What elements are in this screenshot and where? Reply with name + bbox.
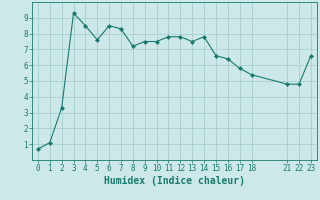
X-axis label: Humidex (Indice chaleur): Humidex (Indice chaleur)	[104, 176, 245, 186]
